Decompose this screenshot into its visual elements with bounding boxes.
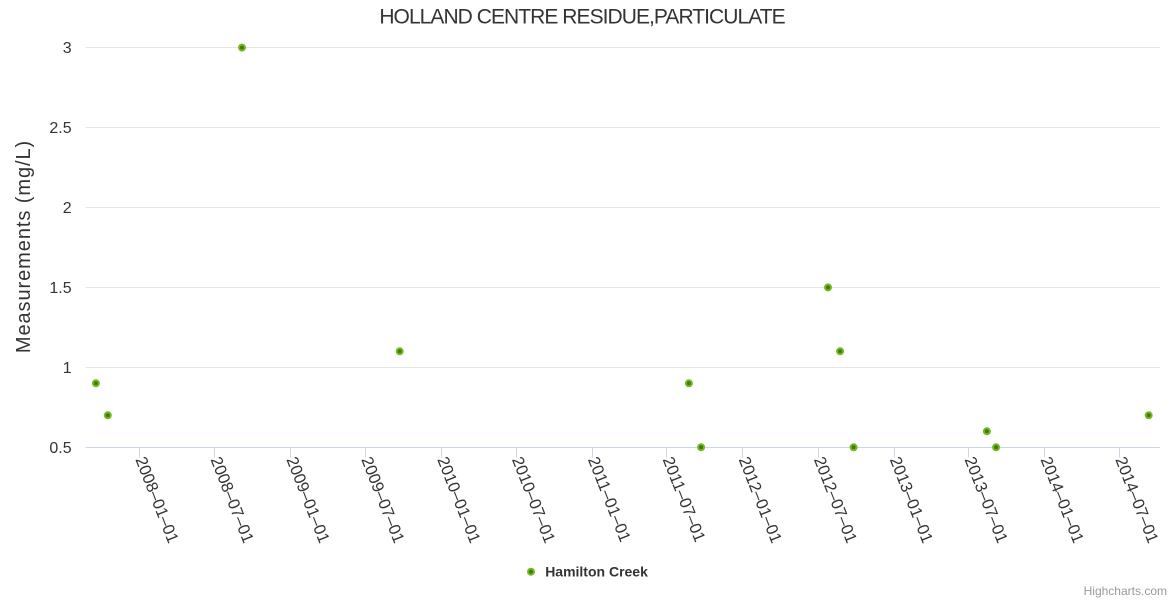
svg-text:1: 1	[63, 360, 72, 377]
svg-text:1.5: 1.5	[49, 280, 71, 297]
svg-text:3: 3	[63, 40, 72, 57]
svg-text:Hamilton Creek: Hamilton Creek	[545, 564, 648, 580]
svg-text:HOLLAND CENTRE RESIDUE,PARTICU: HOLLAND CENTRE RESIDUE,PARTICULATE	[379, 6, 785, 29]
svg-text:2: 2	[63, 200, 72, 217]
svg-text:2.5: 2.5	[49, 120, 71, 137]
svg-text:Highcharts.com: Highcharts.com	[1084, 584, 1167, 598]
svg-text:Measurements (mg/L): Measurements (mg/L)	[13, 140, 35, 353]
svg-text:0.5: 0.5	[49, 440, 71, 457]
